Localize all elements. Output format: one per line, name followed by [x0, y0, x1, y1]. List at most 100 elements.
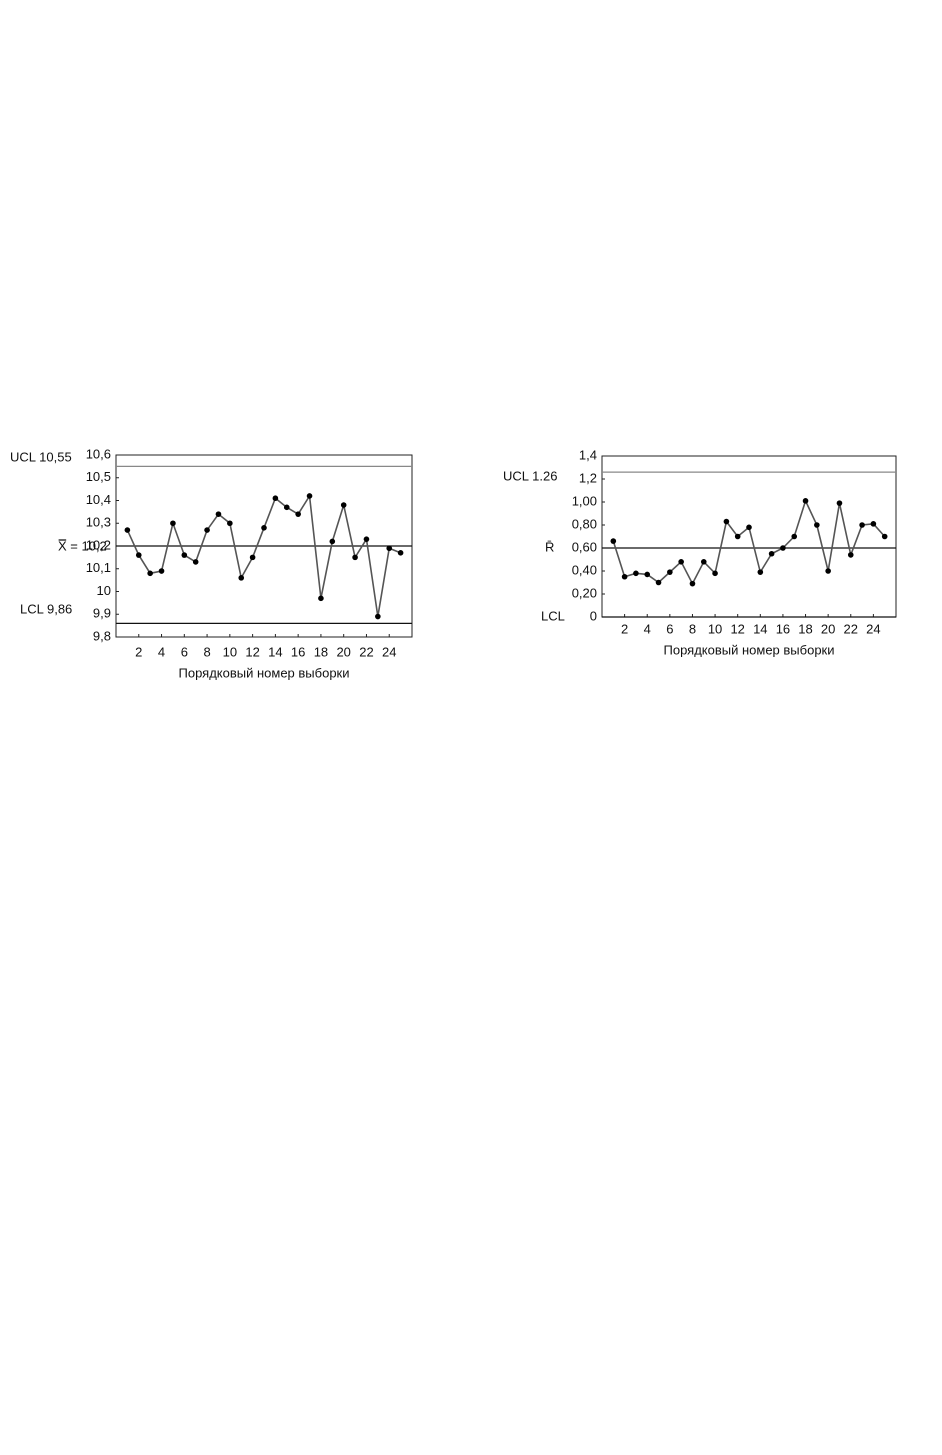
- x-tick-label: 20: [821, 621, 835, 636]
- data-point: [859, 522, 865, 528]
- data-point: [170, 520, 176, 527]
- data-point: [802, 498, 809, 504]
- x-tick-label: 14: [753, 621, 767, 636]
- data-point: [768, 550, 775, 557]
- y-tick-label: 0,60: [572, 539, 597, 554]
- x-tick-label: 2: [621, 621, 628, 636]
- y-tick-label: 10,6: [86, 446, 111, 461]
- data-point: [204, 527, 210, 533]
- y-tick-label: 9,9: [93, 606, 111, 621]
- data-point: [870, 521, 877, 527]
- data-point: [192, 559, 199, 565]
- x-tick-label: 4: [158, 644, 165, 659]
- x-tick-label: 10: [223, 644, 237, 659]
- x-tick-label: 20: [336, 644, 350, 659]
- x-tick-label: 8: [203, 644, 210, 659]
- x-tick-label: 12: [245, 644, 259, 659]
- data-point: [386, 545, 393, 552]
- y-tick-label: 0: [590, 608, 597, 623]
- data-point: [352, 554, 358, 561]
- x-tick-label: 22: [844, 621, 858, 636]
- data-point: [881, 533, 888, 540]
- data-point: [791, 533, 798, 540]
- data-point: [712, 570, 718, 577]
- data-point: [621, 573, 628, 580]
- data-point: [283, 504, 290, 511]
- x-tick-label: 22: [359, 644, 373, 659]
- x-tick-label: 18: [798, 621, 812, 636]
- data-point: [340, 502, 347, 508]
- data-point: [780, 545, 786, 551]
- data-point: [295, 511, 301, 517]
- y-tick-label: 10: [97, 583, 111, 598]
- data-point: [147, 570, 153, 577]
- ucl-label: UCL 10,55: [10, 449, 72, 464]
- series-line: [126, 493, 401, 617]
- data-point: [610, 538, 617, 544]
- lcl-label: LCL 9,86: [20, 601, 72, 616]
- x-tick-label: 6: [666, 621, 673, 636]
- lcl-label: LCL: [541, 608, 565, 623]
- y-tick-label: 10,4: [86, 492, 111, 507]
- x-tick-label: 24: [866, 621, 880, 636]
- x-tick-label: 16: [776, 621, 790, 636]
- data-point: [836, 500, 843, 506]
- data-point: [135, 552, 142, 558]
- data-point: [249, 554, 256, 561]
- data-point: [633, 570, 639, 577]
- y-tick-label: 1,4: [579, 447, 597, 462]
- y-tick-label: 1,00: [572, 493, 597, 508]
- data-point: [655, 579, 662, 586]
- y-tick-label: 10,2: [86, 537, 111, 552]
- data-point: [757, 569, 764, 575]
- y-tick-label: 0,80: [572, 516, 597, 531]
- x-tick-label: 14: [268, 644, 282, 659]
- data-point: [825, 568, 831, 574]
- data-point: [397, 550, 404, 556]
- series-line: [612, 498, 886, 586]
- x-tick-label: 24: [382, 644, 396, 659]
- data-point: [667, 569, 673, 575]
- data-point: [215, 511, 222, 517]
- y-tick-label: 10,5: [86, 469, 111, 484]
- x-tick-label: 10: [708, 621, 722, 636]
- data-point: [124, 527, 131, 533]
- y-tick-label: 0,40: [572, 562, 597, 577]
- data-point: [814, 522, 820, 528]
- y-tick-label: 10,3: [86, 515, 111, 530]
- data-point: [181, 552, 188, 558]
- plot-frame: [601, 455, 897, 618]
- x-tick-label: 16: [291, 644, 305, 659]
- center-label: X̿ = 10,2: [58, 538, 107, 553]
- data-point: [723, 518, 730, 525]
- data-point: [261, 525, 267, 531]
- data-point: [678, 559, 684, 565]
- data-point: [238, 575, 245, 581]
- x-tick-label: 8: [689, 621, 696, 636]
- x-axis-title: Порядковый номер выборки: [664, 642, 835, 657]
- y-tick-label: 9,8: [93, 628, 111, 643]
- y-tick-label: 1,2: [579, 470, 597, 485]
- data-point: [318, 595, 324, 602]
- data-point: [746, 524, 752, 531]
- center-label: R̄: [545, 539, 554, 554]
- data-point: [700, 559, 707, 565]
- data-point: [227, 520, 233, 527]
- data-point: [375, 613, 381, 620]
- x-tick-label: 6: [181, 644, 188, 659]
- x-tick-label: 2: [135, 644, 142, 659]
- x-tick-label: 4: [644, 621, 651, 636]
- ucl-label: UCL 1.26: [503, 468, 557, 483]
- data-point: [847, 552, 854, 558]
- x-axis-title: Порядковый номер выборки: [179, 665, 350, 680]
- y-tick-label: 0,20: [572, 585, 597, 600]
- data-point: [734, 533, 741, 540]
- data-point: [272, 495, 279, 502]
- data-point: [644, 571, 651, 578]
- data-point: [306, 493, 313, 499]
- data-point: [363, 536, 370, 542]
- data-point: [329, 538, 336, 545]
- x-tick-label: 12: [730, 621, 744, 636]
- y-tick-label: 10,1: [86, 560, 111, 575]
